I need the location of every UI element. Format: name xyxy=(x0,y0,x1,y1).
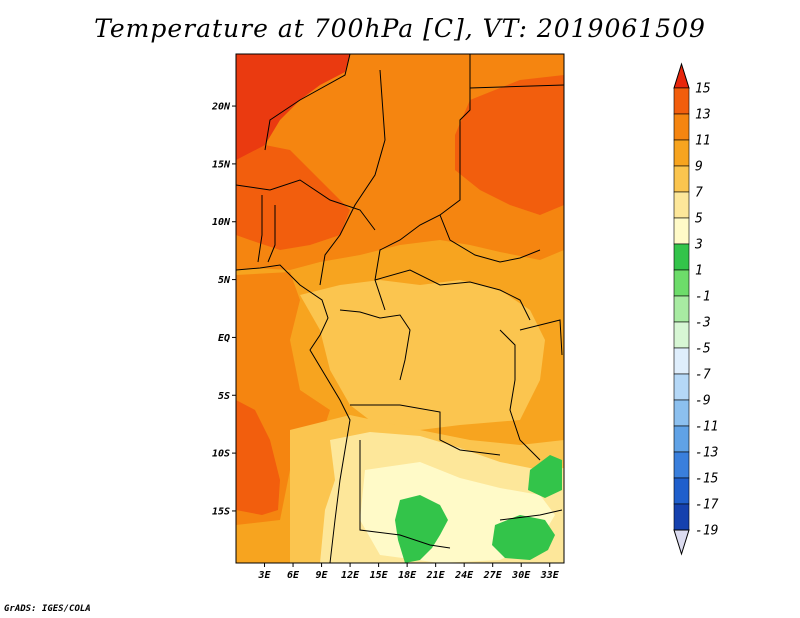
lat-tick-label: 10N xyxy=(212,217,231,228)
band-7-9-central xyxy=(300,280,545,430)
colorbar-top-arrow xyxy=(673,62,690,89)
colorbar-swatch xyxy=(673,269,690,297)
colorbar-swatch xyxy=(673,425,690,453)
lat-tick-label: 15N xyxy=(212,159,231,170)
colorbar-label: -5 xyxy=(695,342,711,357)
colorbar-label: 11 xyxy=(695,134,711,149)
lon-tick-label: 30E xyxy=(511,570,531,581)
band-13-15-patch xyxy=(236,145,350,250)
colorbar-swatch xyxy=(673,295,690,323)
lat-tick-label: 5S xyxy=(218,391,230,402)
lon-tick-label: 9E xyxy=(316,570,329,581)
band-1-3-patch-c xyxy=(528,455,562,498)
latitude-axis: 20N 15N 10N 5N EQ 5S 10S 15S xyxy=(211,102,236,517)
lon-tick-label: 33E xyxy=(540,570,560,581)
colorbar-label: -19 xyxy=(695,524,718,539)
credit-label: GrADS: IGES/COLA xyxy=(4,604,91,614)
colorbar-label: -11 xyxy=(695,420,718,435)
colorbar-label: 7 xyxy=(695,186,703,201)
colorbar-label: 9 xyxy=(695,160,703,175)
temperature-field xyxy=(236,54,564,563)
colorbar-swatch xyxy=(673,217,690,245)
colorbar-swatch xyxy=(673,243,690,271)
band-13-15-northwest xyxy=(236,54,350,165)
colorbar-label: 15 xyxy=(695,82,711,97)
lat-tick-label: 15S xyxy=(212,506,230,517)
band-11-13-southwest xyxy=(236,400,280,515)
longitude-axis: 3E 6E 9E 12E 15E 18E 21E 24E 27E 30E 33E xyxy=(257,563,560,581)
colorbar-swatch xyxy=(673,191,690,219)
lon-tick-label: 24E xyxy=(454,570,474,581)
lon-tick-label: 27E xyxy=(483,570,503,581)
lon-tick-label: 3E xyxy=(257,570,271,581)
colorbar-label: -17 xyxy=(695,498,719,513)
colorbar-swatch xyxy=(673,347,690,375)
map-frame xyxy=(235,53,565,564)
lat-tick-label: EQ xyxy=(218,333,230,344)
colorbar-label: -1 xyxy=(695,290,711,305)
band-1-3-patch-b xyxy=(492,515,555,560)
colorbar: 15 13 11 9 7 5 3 1 -1 -3 -5 -7 -9 -11 -13 -15 -17 -19 xyxy=(673,62,719,556)
lat-tick-label: 20N xyxy=(211,102,231,113)
colorbar-swatch xyxy=(673,321,690,349)
lon-tick-label: 21E xyxy=(426,570,446,581)
colorbar-label: 13 xyxy=(695,108,711,123)
colorbar-label: -13 xyxy=(695,446,718,461)
colorbar-swatch xyxy=(673,139,690,167)
lon-tick-label: 6E xyxy=(287,570,300,581)
colorbar-swatch xyxy=(673,87,690,115)
colorbar-swatch xyxy=(673,451,690,479)
colorbar-label: -3 xyxy=(695,316,711,331)
map-title: Temperature at 700hPa [C], VT: 201906150… xyxy=(94,14,706,43)
lat-tick-label: 10S xyxy=(212,449,230,460)
colorbar-swatch xyxy=(673,165,690,193)
colorbar-swatch xyxy=(673,503,690,531)
country-borders xyxy=(236,54,564,563)
colorbar-label: 5 xyxy=(695,212,703,227)
colorbar-swatch xyxy=(673,113,690,141)
lat-tick-label: 5N xyxy=(218,275,231,286)
colorbar-swatch xyxy=(673,399,690,427)
lon-tick-label: 18E xyxy=(398,570,417,581)
colorbar-label: 3 xyxy=(694,238,703,253)
band-13-15-northeast xyxy=(455,75,564,215)
colorbar-label: -7 xyxy=(695,368,711,383)
lon-tick-label: 15E xyxy=(370,570,389,581)
colorbar-label: 1 xyxy=(695,264,703,279)
colorbar-label: -9 xyxy=(695,394,711,409)
band-1-3-patch-a xyxy=(395,495,448,563)
colorbar-label: -15 xyxy=(695,472,719,487)
colorbar-bottom-arrow xyxy=(673,529,690,556)
colorbar-swatch xyxy=(673,477,690,505)
lon-tick-label: 12E xyxy=(341,570,360,581)
colorbar-swatch xyxy=(673,373,690,401)
